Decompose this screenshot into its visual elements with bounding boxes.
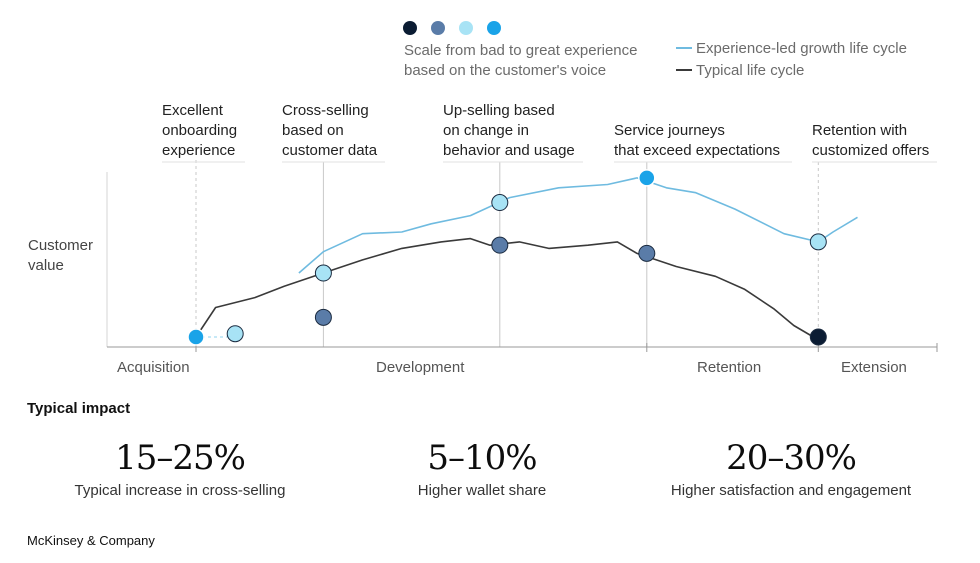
annotation-line: Cross-selling <box>282 102 369 119</box>
legend-scale-dot <box>403 21 417 35</box>
impact-value: 5–10% <box>427 438 537 478</box>
annotation-line: Up-selling based <box>443 102 555 119</box>
impact-label: Higher satisfaction and engagement <box>670 482 912 499</box>
y-axis-label-line: value <box>28 257 64 274</box>
impact-value: 20–30% <box>726 438 857 478</box>
impact-label: Higher wallet share <box>417 482 547 499</box>
annotation-line: on change in <box>443 122 529 139</box>
annotation-line: Retention with <box>812 122 908 139</box>
experience-marker <box>314 264 332 282</box>
legend-scale-dot <box>487 21 501 35</box>
annotation-line: Excellent <box>162 102 223 119</box>
experience-marker <box>491 194 509 212</box>
annotation-line: onboarding <box>162 122 238 139</box>
impact-label: Typical increase in cross-selling <box>74 482 286 499</box>
annotation-up-selling: Up-selling based on change in behavior a… <box>443 101 575 161</box>
life-cycle-chart <box>106 21 938 352</box>
impact-item-cross-selling: 15–25% Typical increase in cross-selling <box>40 436 320 499</box>
phase-extension: Extension <box>841 359 907 376</box>
annotation-line: experience <box>162 142 236 159</box>
impact-value: 15–25% <box>115 438 246 478</box>
scale-legend-line-1: Scale from bad to great experience <box>404 42 638 59</box>
phase-retention: Retention <box>697 359 762 376</box>
series-line <box>298 177 858 274</box>
annotation-onboarding: Excellent onboarding experience <box>162 101 237 161</box>
experience-marker <box>638 244 656 262</box>
impact-item-wallet-share: 5–10% Higher wallet share <box>352 436 612 499</box>
legend-scale-dot <box>459 21 473 35</box>
experience-marker <box>809 328 827 346</box>
annotation-line: Service journeys <box>614 122 725 139</box>
legend-experience-led: Experience-led growth life cycle <box>696 40 907 57</box>
series-line <box>195 237 814 338</box>
impact-title: Typical impact <box>27 400 131 417</box>
experience-marker <box>226 325 244 343</box>
scale-legend-line-2: based on the customer's voice <box>404 62 607 79</box>
annotation-line: behavior and usage <box>443 142 575 159</box>
annotation-retention: Retention with customized offers <box>812 121 929 161</box>
annotation-line: that exceed expectations <box>614 142 780 159</box>
annotation-service-journeys: Service journeys that exceed expectation… <box>614 121 780 161</box>
annotation-line: customized offers <box>812 142 930 159</box>
experience-marker <box>809 233 827 251</box>
annotation-line: customer data <box>282 142 378 159</box>
annotation-cross-selling: Cross-selling based on customer data <box>282 101 377 161</box>
impact-item-satisfaction: 20–30% Higher satisfaction and engagemen… <box>650 436 932 499</box>
y-axis-label-line: Customer <box>28 237 94 254</box>
phase-acquisition: Acquisition <box>117 359 190 376</box>
experience-marker <box>491 236 509 254</box>
legend-typical: Typical life cycle <box>696 62 805 79</box>
company-logo-text: McKinsey & Company <box>27 533 155 548</box>
phase-development: Development <box>376 359 465 376</box>
scale-legend-text: Scale from bad to great experience based… <box>404 41 637 81</box>
experience-marker <box>187 328 205 346</box>
annotation-line: based on <box>282 122 344 139</box>
experience-marker <box>314 308 332 326</box>
experience-marker <box>638 169 656 187</box>
legend-scale-dot <box>431 21 445 35</box>
y-axis-label: Customer value <box>28 236 93 276</box>
